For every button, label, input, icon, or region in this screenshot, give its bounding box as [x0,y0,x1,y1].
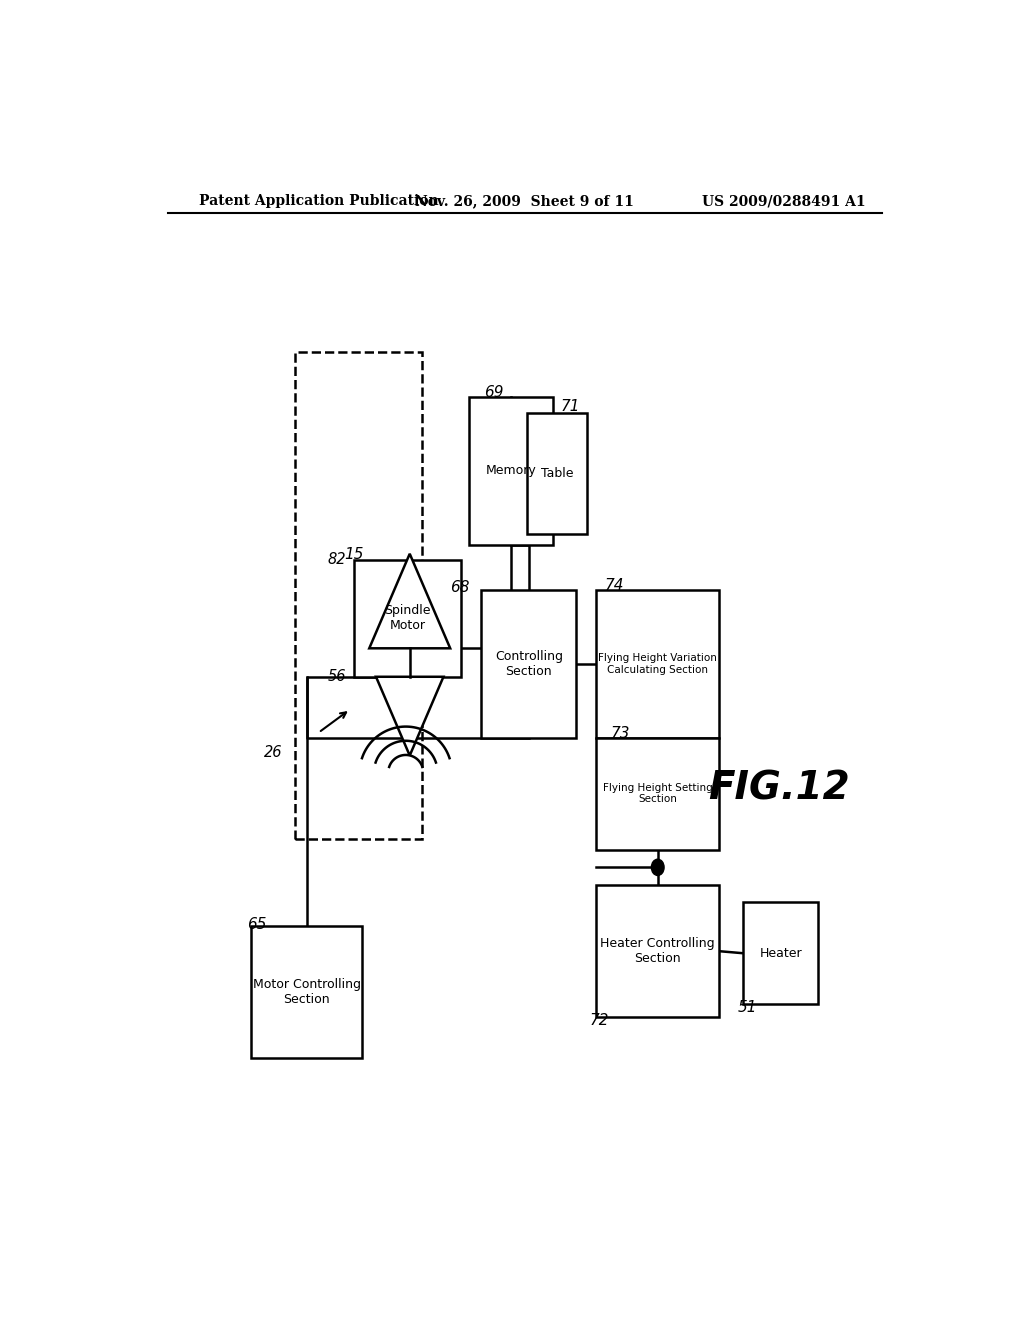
Bar [596,738,719,850]
Bar [295,351,422,840]
Text: Flying Height Variation
Calculating Section: Flying Height Variation Calculating Sect… [598,653,717,675]
Text: Heater Controlling
Section: Heater Controlling Section [600,937,715,965]
Text: Motor Controlling
Section: Motor Controlling Section [253,978,360,1006]
Text: 71: 71 [560,399,580,414]
Polygon shape [376,677,443,755]
Text: US 2009/0288491 A1: US 2009/0288491 A1 [702,194,866,209]
Text: 68: 68 [450,579,469,595]
Text: 51: 51 [737,999,757,1015]
Polygon shape [370,554,451,648]
Bar [251,925,362,1057]
Text: Patent Application Publication: Patent Application Publication [200,194,439,209]
Text: Controlling
Section: Controlling Section [495,649,563,678]
Bar [469,397,553,545]
Text: Flying Height Setting
Section: Flying Height Setting Section [603,783,713,804]
Text: 56: 56 [328,669,346,684]
Text: 82: 82 [328,552,346,568]
Text: Heater: Heater [760,946,802,960]
Bar [596,886,719,1018]
Text: 74: 74 [604,578,624,593]
Bar [481,590,577,738]
Bar [743,903,818,1005]
Text: Table: Table [541,467,573,480]
Text: 15: 15 [344,548,364,562]
Bar [354,560,461,677]
Text: 65: 65 [247,917,266,932]
Text: 72: 72 [590,1012,609,1028]
Text: Nov. 26, 2009  Sheet 9 of 11: Nov. 26, 2009 Sheet 9 of 11 [416,194,634,209]
Text: 26: 26 [264,746,283,760]
Text: 69: 69 [483,384,503,400]
Circle shape [651,859,665,875]
Text: Spindle
Motor: Spindle Motor [384,605,431,632]
Text: Memory: Memory [485,465,537,478]
Text: FIG.12: FIG.12 [708,770,850,808]
Bar [527,413,587,535]
Text: 73: 73 [610,726,630,742]
Bar [596,590,719,738]
